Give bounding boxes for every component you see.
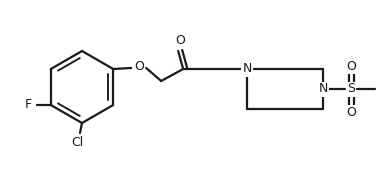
Text: O: O: [134, 61, 144, 73]
Text: N: N: [318, 82, 328, 96]
Text: Cl: Cl: [71, 136, 83, 150]
Text: S: S: [347, 82, 355, 96]
Text: O: O: [346, 105, 356, 118]
Text: O: O: [346, 59, 356, 73]
Text: F: F: [24, 98, 31, 112]
Text: N: N: [242, 62, 252, 76]
Text: O: O: [175, 35, 185, 47]
